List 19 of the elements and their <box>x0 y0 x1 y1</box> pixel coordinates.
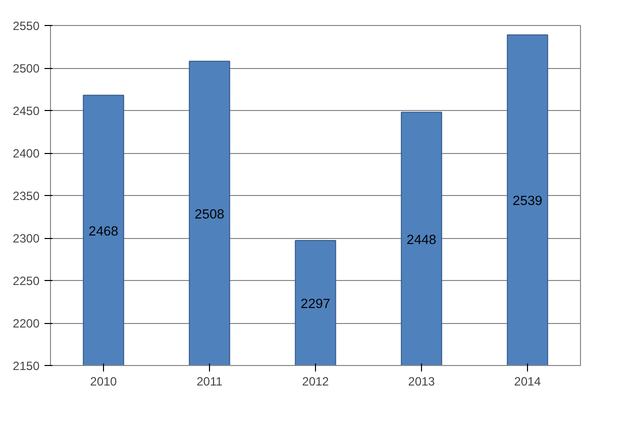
y-tick-label: 2400 <box>12 146 40 160</box>
y-tick-label: 2200 <box>12 316 40 330</box>
data-label: 2539 <box>512 193 542 208</box>
y-tick-label: 2550 <box>12 19 40 33</box>
y-tick-label: 2300 <box>12 232 40 246</box>
y-tick-label: 2150 <box>12 359 40 373</box>
y-tick-label: 2250 <box>12 274 40 288</box>
data-label: 2508 <box>194 206 224 222</box>
x-tick-label: 2013 <box>408 374 436 388</box>
y-tick-label: 2500 <box>12 62 40 76</box>
y-tick-label: 2350 <box>12 189 40 203</box>
data-label: 2468 <box>88 223 118 238</box>
data-label: 2297 <box>300 296 330 312</box>
x-tick-label: 2014 <box>514 374 542 388</box>
y-tick-label: 2450 <box>12 104 40 118</box>
x-tick-label: 2010 <box>90 374 118 388</box>
x-tick-label: 2011 <box>196 374 223 388</box>
x-tick-label: 2012 <box>302 374 330 388</box>
data-label: 2448 <box>406 232 436 247</box>
